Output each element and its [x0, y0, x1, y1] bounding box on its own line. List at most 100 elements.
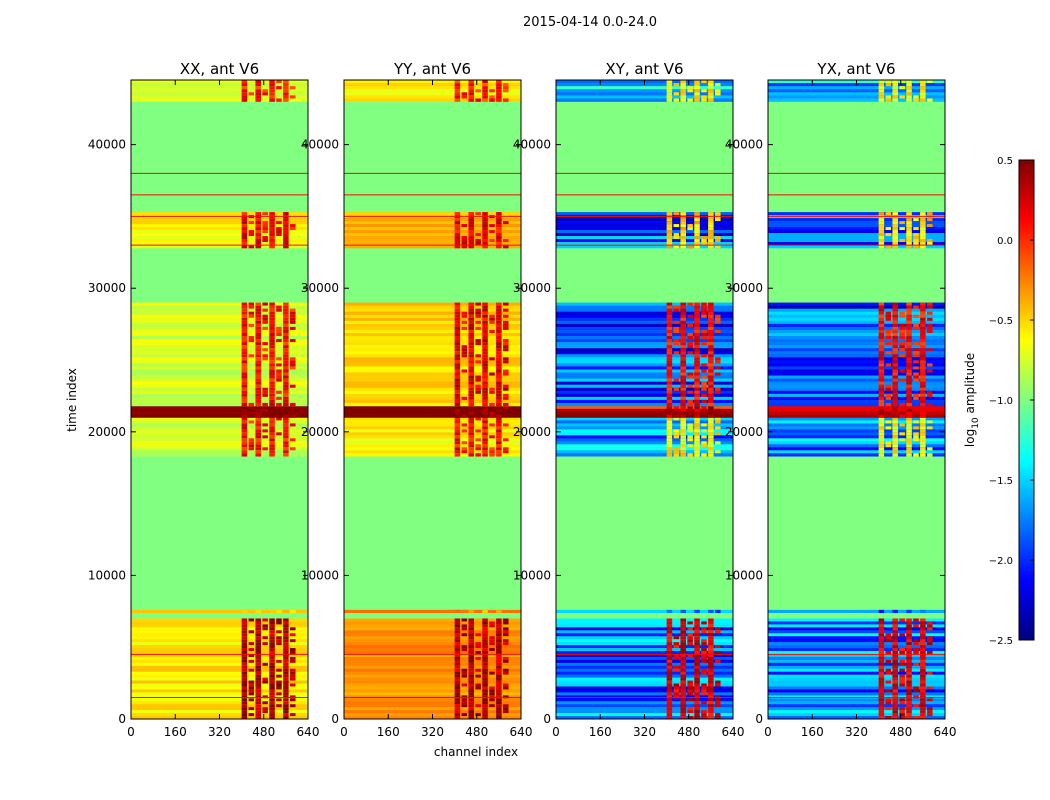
rfi-cell	[920, 609, 926, 614]
rfi-cell	[283, 609, 289, 614]
rfi-cell	[454, 447, 461, 451]
data-band	[131, 417, 308, 457]
rfi-cell	[694, 710, 700, 714]
rfi-cell	[927, 636, 933, 640]
rfi-cell	[892, 345, 898, 349]
rfi-cell	[927, 348, 933, 352]
colorbar-label-rest: amplitude	[963, 353, 977, 417]
rfi-cell	[283, 242, 289, 246]
rfi-cell	[269, 408, 275, 413]
rfi-cell	[283, 627, 289, 631]
rfi-cell	[892, 381, 898, 385]
rfi-cell	[454, 671, 461, 675]
band-stripe	[768, 326, 945, 331]
rfi-cell	[920, 707, 926, 711]
rfi-cell	[913, 420, 919, 424]
rfi-cell	[906, 713, 912, 717]
rfi-cell	[241, 648, 248, 652]
rfi-cell	[269, 686, 275, 690]
rfi-cell	[708, 408, 714, 413]
rfi-cell	[496, 233, 502, 237]
rfi-cell	[708, 242, 714, 246]
rfi-cell	[468, 710, 474, 714]
rfi-cell	[496, 426, 502, 430]
rfi-cell	[920, 450, 926, 454]
rfi-cell	[503, 89, 509, 93]
rfi-cell	[248, 659, 255, 664]
rfi-cell	[680, 89, 686, 93]
rfi-cell	[885, 387, 892, 392]
rfi-cell	[496, 326, 502, 331]
rfi-cell	[276, 98, 282, 102]
rfi-cell	[680, 710, 686, 714]
rfi-cell	[680, 683, 686, 687]
rfi-cell	[899, 716, 905, 720]
rfi-cell	[878, 390, 885, 395]
band-stripe	[556, 414, 733, 418]
y-tick-label: 10000	[513, 568, 551, 582]
rfi-cell	[482, 689, 488, 693]
rfi-cell	[906, 609, 912, 614]
rfi-cell	[666, 336, 673, 340]
rfi-cell	[913, 239, 919, 243]
rfi-cell	[878, 665, 885, 670]
band-stripe	[131, 363, 308, 367]
rfi-cell	[694, 230, 700, 234]
rfi-cell	[241, 441, 248, 445]
band-stripe	[131, 92, 308, 96]
data-band	[768, 212, 945, 249]
rfi-cell	[496, 683, 502, 687]
rfi-cell	[892, 624, 898, 628]
rfi-cell	[878, 698, 885, 702]
band-stripe	[556, 317, 733, 322]
rfi-cell	[920, 698, 926, 702]
rfi-cell	[269, 230, 275, 234]
band-stripe	[344, 645, 521, 649]
rfi-cell	[482, 450, 488, 454]
rfi-cell	[454, 710, 461, 714]
rfi-cell	[892, 320, 898, 325]
rfi-cell	[255, 414, 261, 418]
rfi-cell	[269, 642, 275, 646]
rfi-cell	[482, 224, 488, 228]
rfi-cell	[878, 393, 885, 398]
rfi-cell	[892, 651, 898, 655]
rfi-cell	[906, 680, 912, 684]
rfi-cell	[878, 411, 885, 415]
rfi-cell	[269, 399, 275, 404]
rfi-cell	[468, 665, 474, 670]
rfi-cell	[666, 345, 673, 349]
rfi-cell	[708, 378, 714, 382]
rfi-cell	[708, 662, 714, 667]
rfi-cell	[489, 624, 495, 628]
rfi-cell	[269, 302, 275, 306]
rfi-cell	[482, 444, 488, 448]
rfi-cell	[248, 683, 255, 687]
rfi-cell	[454, 423, 461, 427]
rfi-cell	[283, 224, 289, 228]
rfi-cell	[680, 656, 686, 661]
band-stripe	[131, 701, 308, 705]
band-stripe	[556, 627, 733, 631]
rfi-cell	[920, 224, 926, 228]
rfi-cell	[666, 308, 673, 312]
rfi-cell	[482, 357, 488, 361]
rfi-cell	[482, 662, 488, 667]
rfi-cell	[680, 221, 686, 225]
rfi-cell	[892, 701, 898, 705]
rfi-cell	[892, 698, 898, 702]
rfi-cell	[262, 354, 268, 358]
rfi-cell	[290, 648, 296, 652]
rfi-cell	[708, 444, 714, 448]
rfi-cell	[892, 621, 898, 625]
data-band	[556, 609, 733, 614]
rfi-cell	[241, 369, 248, 373]
rfi-cell	[468, 245, 474, 249]
rfi-cell	[878, 423, 885, 427]
rfi-cell	[262, 423, 268, 427]
rfi-cell	[694, 429, 700, 433]
rfi-cell	[454, 89, 461, 93]
rfi-cell	[503, 618, 509, 622]
rfi-cell	[680, 311, 686, 316]
rfi-cell	[255, 450, 261, 454]
